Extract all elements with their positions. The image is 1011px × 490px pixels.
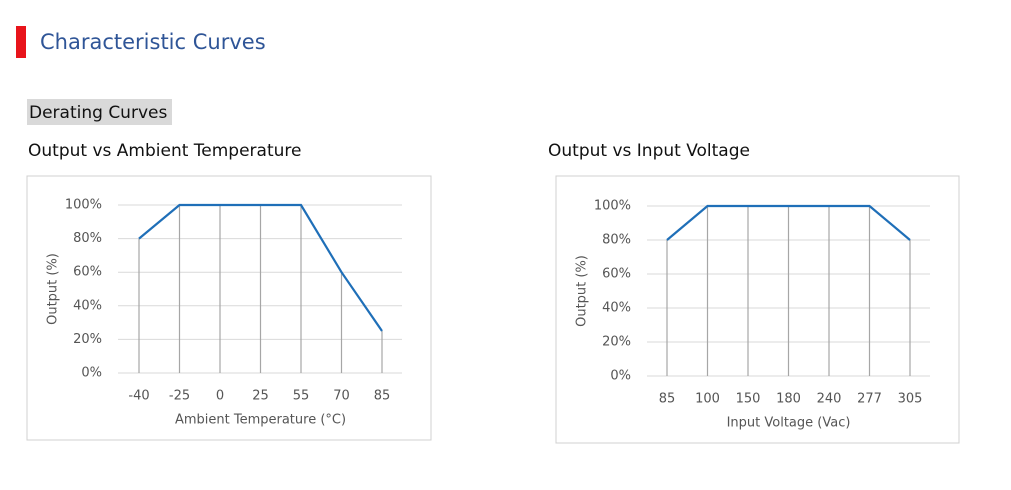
x-tick-label: 277 (857, 392, 882, 407)
page-title: Characteristic Curves (40, 30, 266, 54)
x-tick-label: 0 (216, 389, 224, 404)
y-axis-label: Output (%) (575, 255, 590, 327)
x-tick-label: 150 (736, 392, 761, 407)
chart-title: Output vs Input Voltage (548, 141, 750, 161)
x-axis-label: Input Voltage (Vac) (727, 416, 851, 431)
chart-frame (555, 175, 960, 444)
y-tick-label: 80% (602, 233, 631, 248)
y-tick-label: 40% (73, 298, 102, 313)
x-tick-label: 25 (252, 389, 269, 404)
subtitle: Derating Curves (29, 103, 167, 123)
y-tick-label: 20% (602, 335, 631, 350)
x-tick-label: 305 (898, 392, 923, 407)
x-tick-label: 70 (333, 389, 350, 404)
chart-frame (26, 175, 432, 441)
line (138, 203, 383, 332)
subtitle-bg (27, 99, 172, 125)
y-tick-label: 100% (65, 198, 102, 213)
y-tick-label: 20% (73, 332, 102, 347)
x-tick-label: 100 (695, 392, 720, 407)
y-tick-label: 0% (610, 369, 631, 384)
y-tick-label: 40% (602, 301, 631, 316)
accent-bar (16, 26, 26, 58)
y-tick-label: 100% (594, 199, 631, 214)
y-tick-label: 0% (81, 366, 102, 381)
x-tick-label: 180 (776, 392, 801, 407)
chart-title: Output vs Ambient Temperature (28, 141, 301, 161)
y-tick-label: 80% (73, 231, 102, 246)
x-axis-label: Ambient Temperature (°C) (175, 413, 346, 428)
x-tick-label: 55 (293, 389, 310, 404)
y-tick-label: 60% (73, 265, 102, 280)
x-tick-label: -40 (128, 389, 149, 404)
y-axis-label: Output (%) (46, 253, 61, 325)
x-tick-label: -25 (169, 389, 190, 404)
x-tick-label: 85 (374, 389, 391, 404)
x-tick-label: 85 (659, 392, 676, 407)
y-tick-label: 60% (602, 267, 631, 282)
x-tick-label: 240 (817, 392, 842, 407)
line (666, 204, 911, 241)
